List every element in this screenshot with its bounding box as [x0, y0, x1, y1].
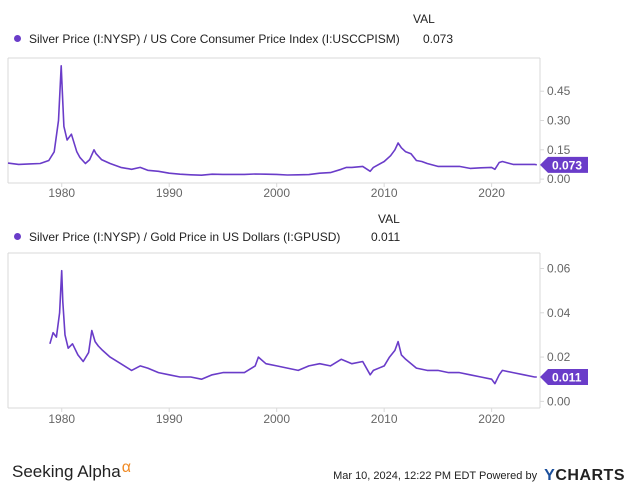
series-dot-icon	[14, 233, 21, 240]
current-value-tag-bg	[540, 369, 588, 385]
y-tick-label: 0.04	[547, 306, 571, 320]
current-value-tag-label: 0.073	[552, 158, 582, 172]
seeking-alpha-logo: Seeking Alphaα	[12, 459, 131, 481]
x-tick-label: 1990	[156, 186, 183, 200]
y-tick-label: 0.30	[547, 114, 571, 128]
x-tick-label: 1980	[48, 412, 75, 426]
ycharts-logo[interactable]: YCHARTS	[544, 467, 625, 484]
val-header-2: VAL	[378, 212, 400, 226]
legend-item-1[interactable]: Silver Price (I:NYSP) / US Core Consumer…	[14, 32, 400, 46]
legend-label-1: Silver Price (I:NYSP) / US Core Consumer…	[29, 32, 400, 46]
current-value-tag-label: 0.011	[552, 371, 582, 385]
x-tick-label: 2020	[478, 186, 505, 200]
series-line	[49, 269, 537, 385]
x-tick-label: 2000	[263, 412, 290, 426]
val-header-1: VAL	[413, 12, 435, 26]
current-value-tag-bg	[540, 156, 588, 173]
y-tick-label: 0.02	[547, 350, 571, 364]
y-tick-label: 0.15	[547, 143, 571, 157]
y-tick-label: 0.06	[547, 262, 571, 276]
silver-cpi-chart: 1980 1990 2000 2010 2020 0.00 0.15 0.30 0.45 0.07…	[7, 57, 588, 200]
legend-label-2: Silver Price (I:NYSP) / Gold Price in US…	[29, 230, 341, 244]
x-tick-label: 2010	[371, 186, 398, 200]
x-tick-label: 1980	[48, 186, 75, 200]
current-value-tag: 0.011	[540, 369, 588, 385]
x-tick-label: 1990	[156, 412, 183, 426]
series-dot-icon	[14, 35, 21, 42]
x-tick-label: 2020	[478, 412, 505, 426]
silver-gold-ratio-chart: 1980 1990 2000 2010 2020 0.00 0.02 0.04 0.06 0.01…	[7, 252, 588, 426]
timestamp: Mar 10, 2024, 12:22 PM EDT	[333, 470, 476, 482]
x-tick-label: 2010	[371, 412, 398, 426]
x-tick-label: 2000	[263, 186, 290, 200]
y-tick-label: 0.45	[547, 84, 571, 98]
alpha-icon: α	[121, 459, 131, 476]
current-value-2: 0.011	[371, 230, 401, 244]
y-tick-label: 0.00	[547, 172, 571, 186]
powered-by: Powered by	[479, 470, 538, 482]
series-line	[7, 65, 537, 176]
legend-item-2[interactable]: Silver Price (I:NYSP) / Gold Price in US…	[14, 230, 340, 244]
current-value-tag: 0.073	[540, 156, 588, 173]
current-value-1: 0.073	[423, 32, 454, 46]
y-tick-label: 0.00	[547, 394, 571, 408]
footer-credits: Mar 10, 2024, 12:22 PM EDT Powered by YC…	[333, 467, 625, 485]
